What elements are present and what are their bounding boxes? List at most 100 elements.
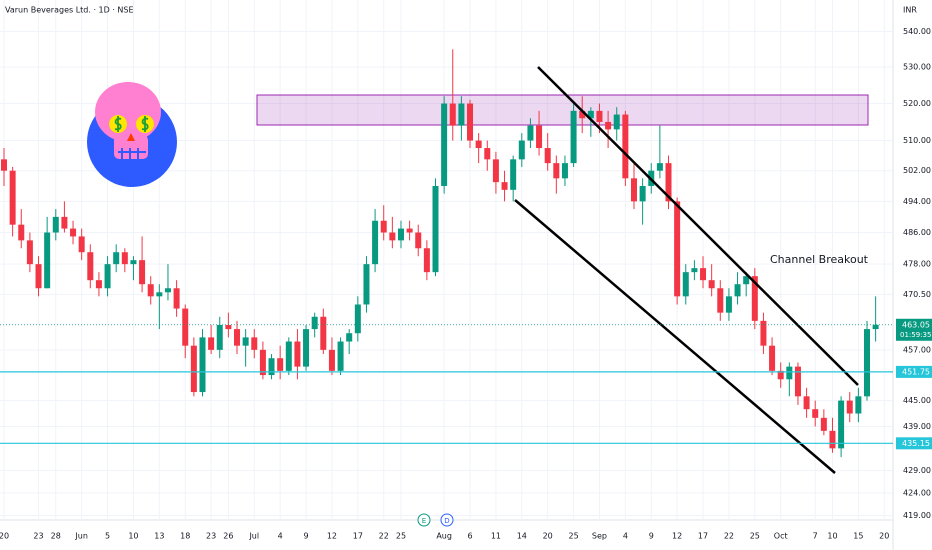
- candle-body: [26, 240, 33, 265]
- candle-body: [199, 337, 206, 393]
- y-tick-label: 520.00: [903, 99, 931, 108]
- event-label: D: [444, 517, 449, 525]
- candle-body: [501, 182, 508, 190]
- candle-body: [553, 163, 560, 179]
- x-tick-label: 26: [223, 532, 233, 541]
- candle-body: [415, 232, 422, 249]
- x-tick-label: 4: [623, 532, 628, 541]
- candle-body: [389, 232, 396, 241]
- candle-body: [492, 159, 499, 183]
- x-tick-label: 11: [491, 532, 501, 541]
- candle-body: [44, 232, 51, 289]
- eye-symbol: [114, 116, 122, 132]
- candle-body: [855, 396, 862, 414]
- x-tick-label: 22: [724, 532, 734, 541]
- x-tick-label: Jul: [248, 532, 259, 541]
- candle-body: [156, 292, 163, 297]
- currency: INR: [903, 6, 917, 15]
- eye-symbol: [141, 116, 149, 132]
- x-tick-label: Sep: [592, 532, 607, 541]
- candle-body: [708, 280, 715, 289]
- candle-body: [337, 341, 344, 371]
- candle-body: [121, 252, 128, 265]
- candle-body: [769, 345, 776, 371]
- supply-zone: [256, 94, 869, 126]
- event-label: E: [422, 517, 426, 525]
- x-tick-label: 7: [813, 532, 818, 541]
- candle-body: [622, 114, 629, 179]
- candle-body: [700, 268, 707, 281]
- candle-body: [656, 163, 663, 171]
- candle-body: [18, 224, 25, 241]
- candle-body: [164, 288, 171, 293]
- x-tick-label: 18: [180, 532, 190, 541]
- y-tick-label: 457.00: [903, 345, 931, 354]
- x-tick-label: 15: [853, 532, 863, 541]
- candle-body: [544, 148, 551, 164]
- y-tick-label: 510.00: [903, 136, 931, 145]
- candle-body: [277, 358, 284, 371]
- x-tick-label: 12: [672, 532, 682, 541]
- channel-upper: [537, 66, 859, 386]
- candle-body: [190, 345, 197, 393]
- candle-body: [458, 103, 465, 126]
- candle-body: [846, 400, 853, 414]
- candle-body: [441, 103, 448, 186]
- x-tick-label: 23: [206, 532, 216, 541]
- y-tick-label: 486.00: [903, 228, 931, 237]
- x-tick-label: 9: [649, 532, 654, 541]
- candle-body: [139, 260, 146, 285]
- candle-body: [872, 324, 879, 330]
- candle-body: [786, 366, 793, 380]
- skull-icon: [87, 82, 177, 187]
- y-tick-label: 445.00: [903, 396, 931, 405]
- candle-body: [829, 430, 836, 449]
- y-tick-label: 429.00: [903, 466, 931, 475]
- x-tick-label: 25: [396, 532, 406, 541]
- candle-body: [803, 396, 810, 410]
- x-tick-label: 22: [379, 532, 389, 541]
- candle-body: [725, 296, 732, 313]
- candle-body: [691, 268, 698, 273]
- candle-body: [536, 125, 543, 149]
- candle-body: [354, 304, 361, 334]
- x-tick-label: 17: [353, 532, 363, 541]
- candle-body: [596, 110, 603, 122]
- candle-body: [864, 329, 870, 397]
- channel-lower: [514, 199, 836, 474]
- x-tick-label: Oct: [774, 532, 788, 541]
- candle-body: [605, 121, 612, 130]
- candle-body: [95, 280, 102, 289]
- skull-nose: [127, 133, 135, 141]
- candle-body: [475, 140, 482, 149]
- y-tick-label: 439.00: [903, 422, 931, 431]
- candle-body: [311, 316, 318, 330]
- candle-body: [268, 358, 275, 376]
- x-tick-label: 10: [128, 532, 138, 541]
- annotation: Channel Breakout: [770, 253, 869, 266]
- candle-body: [527, 125, 534, 141]
- overlay: 540.00 530.00 520.00 510.00 502.00 494.00 486.…: [0, 27, 932, 541]
- candle-body: [294, 341, 301, 367]
- candle-body: [812, 409, 819, 418]
- candle-body: [449, 103, 456, 126]
- candle-body: [113, 252, 120, 265]
- x-tick-label: 12: [327, 532, 337, 541]
- candle-body: [467, 103, 474, 141]
- candle-body: [518, 140, 525, 160]
- x-tick-label: 9: [304, 532, 309, 541]
- last-price-tag: [896, 318, 932, 341]
- candle-body: [328, 349, 335, 371]
- candle-body: [147, 284, 154, 297]
- candle-body: [182, 308, 189, 346]
- candle-body: [52, 216, 59, 233]
- candle-body: [346, 333, 353, 342]
- candle-body: [777, 370, 784, 380]
- candle-body: [242, 337, 249, 346]
- event-badge: [440, 513, 454, 527]
- x-tick-label: 25: [750, 532, 760, 541]
- candle-body: [320, 316, 327, 350]
- y-tick-label: 424.00: [903, 488, 931, 497]
